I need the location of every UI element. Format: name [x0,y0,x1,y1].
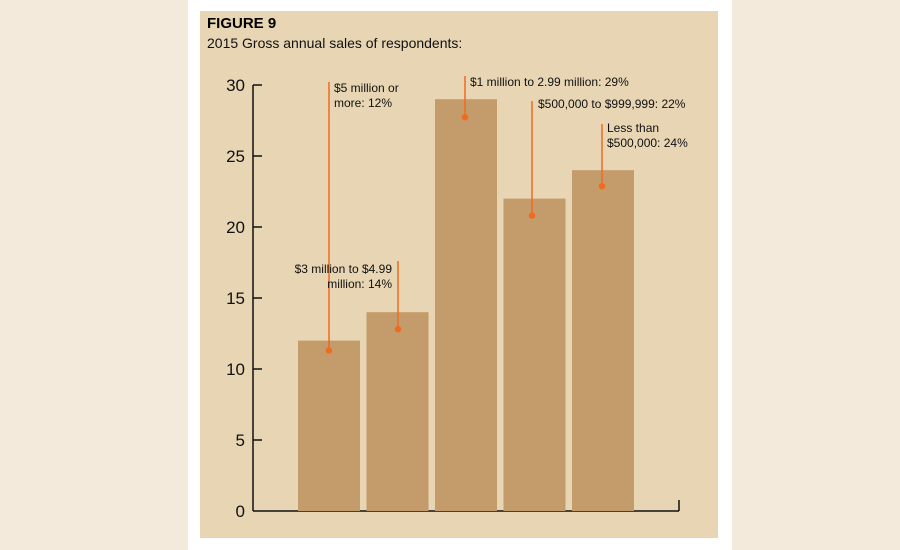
y-tick-label: 0 [236,502,245,521]
y-tick-label: 15 [226,289,245,308]
figure-title: 2015 Gross annual sales of respondents: [207,35,463,51]
chart-bars [298,99,634,511]
data-label: $3 million to $4.99 [295,262,393,276]
annotation-dot [598,183,606,190]
y-tick-label: 30 [226,76,245,95]
bar [572,170,634,511]
bar [435,99,497,511]
annotation-dot [394,326,402,333]
data-label: $1 million to 2.99 million: 29% [470,75,629,89]
y-tick-label: 25 [226,147,245,166]
annotation-dot [528,212,536,219]
data-label: $500,000: 24% [607,136,688,150]
bar [298,340,360,511]
bar [366,312,429,511]
data-label: $5 million or [334,81,399,95]
data-label: million: 14% [327,277,392,291]
data-label: more: 12% [334,96,392,110]
bar [503,198,566,511]
figure-label: FIGURE 9 [207,15,277,32]
data-label: $500,000 to $999,999: 22% [538,97,686,111]
annotation-dot [325,347,333,354]
data-label: Less than [607,121,659,135]
y-tick-label: 5 [236,431,245,450]
annotation-dot [461,114,469,121]
y-tick-label: 10 [226,360,245,379]
y-tick-label: 20 [226,218,245,237]
